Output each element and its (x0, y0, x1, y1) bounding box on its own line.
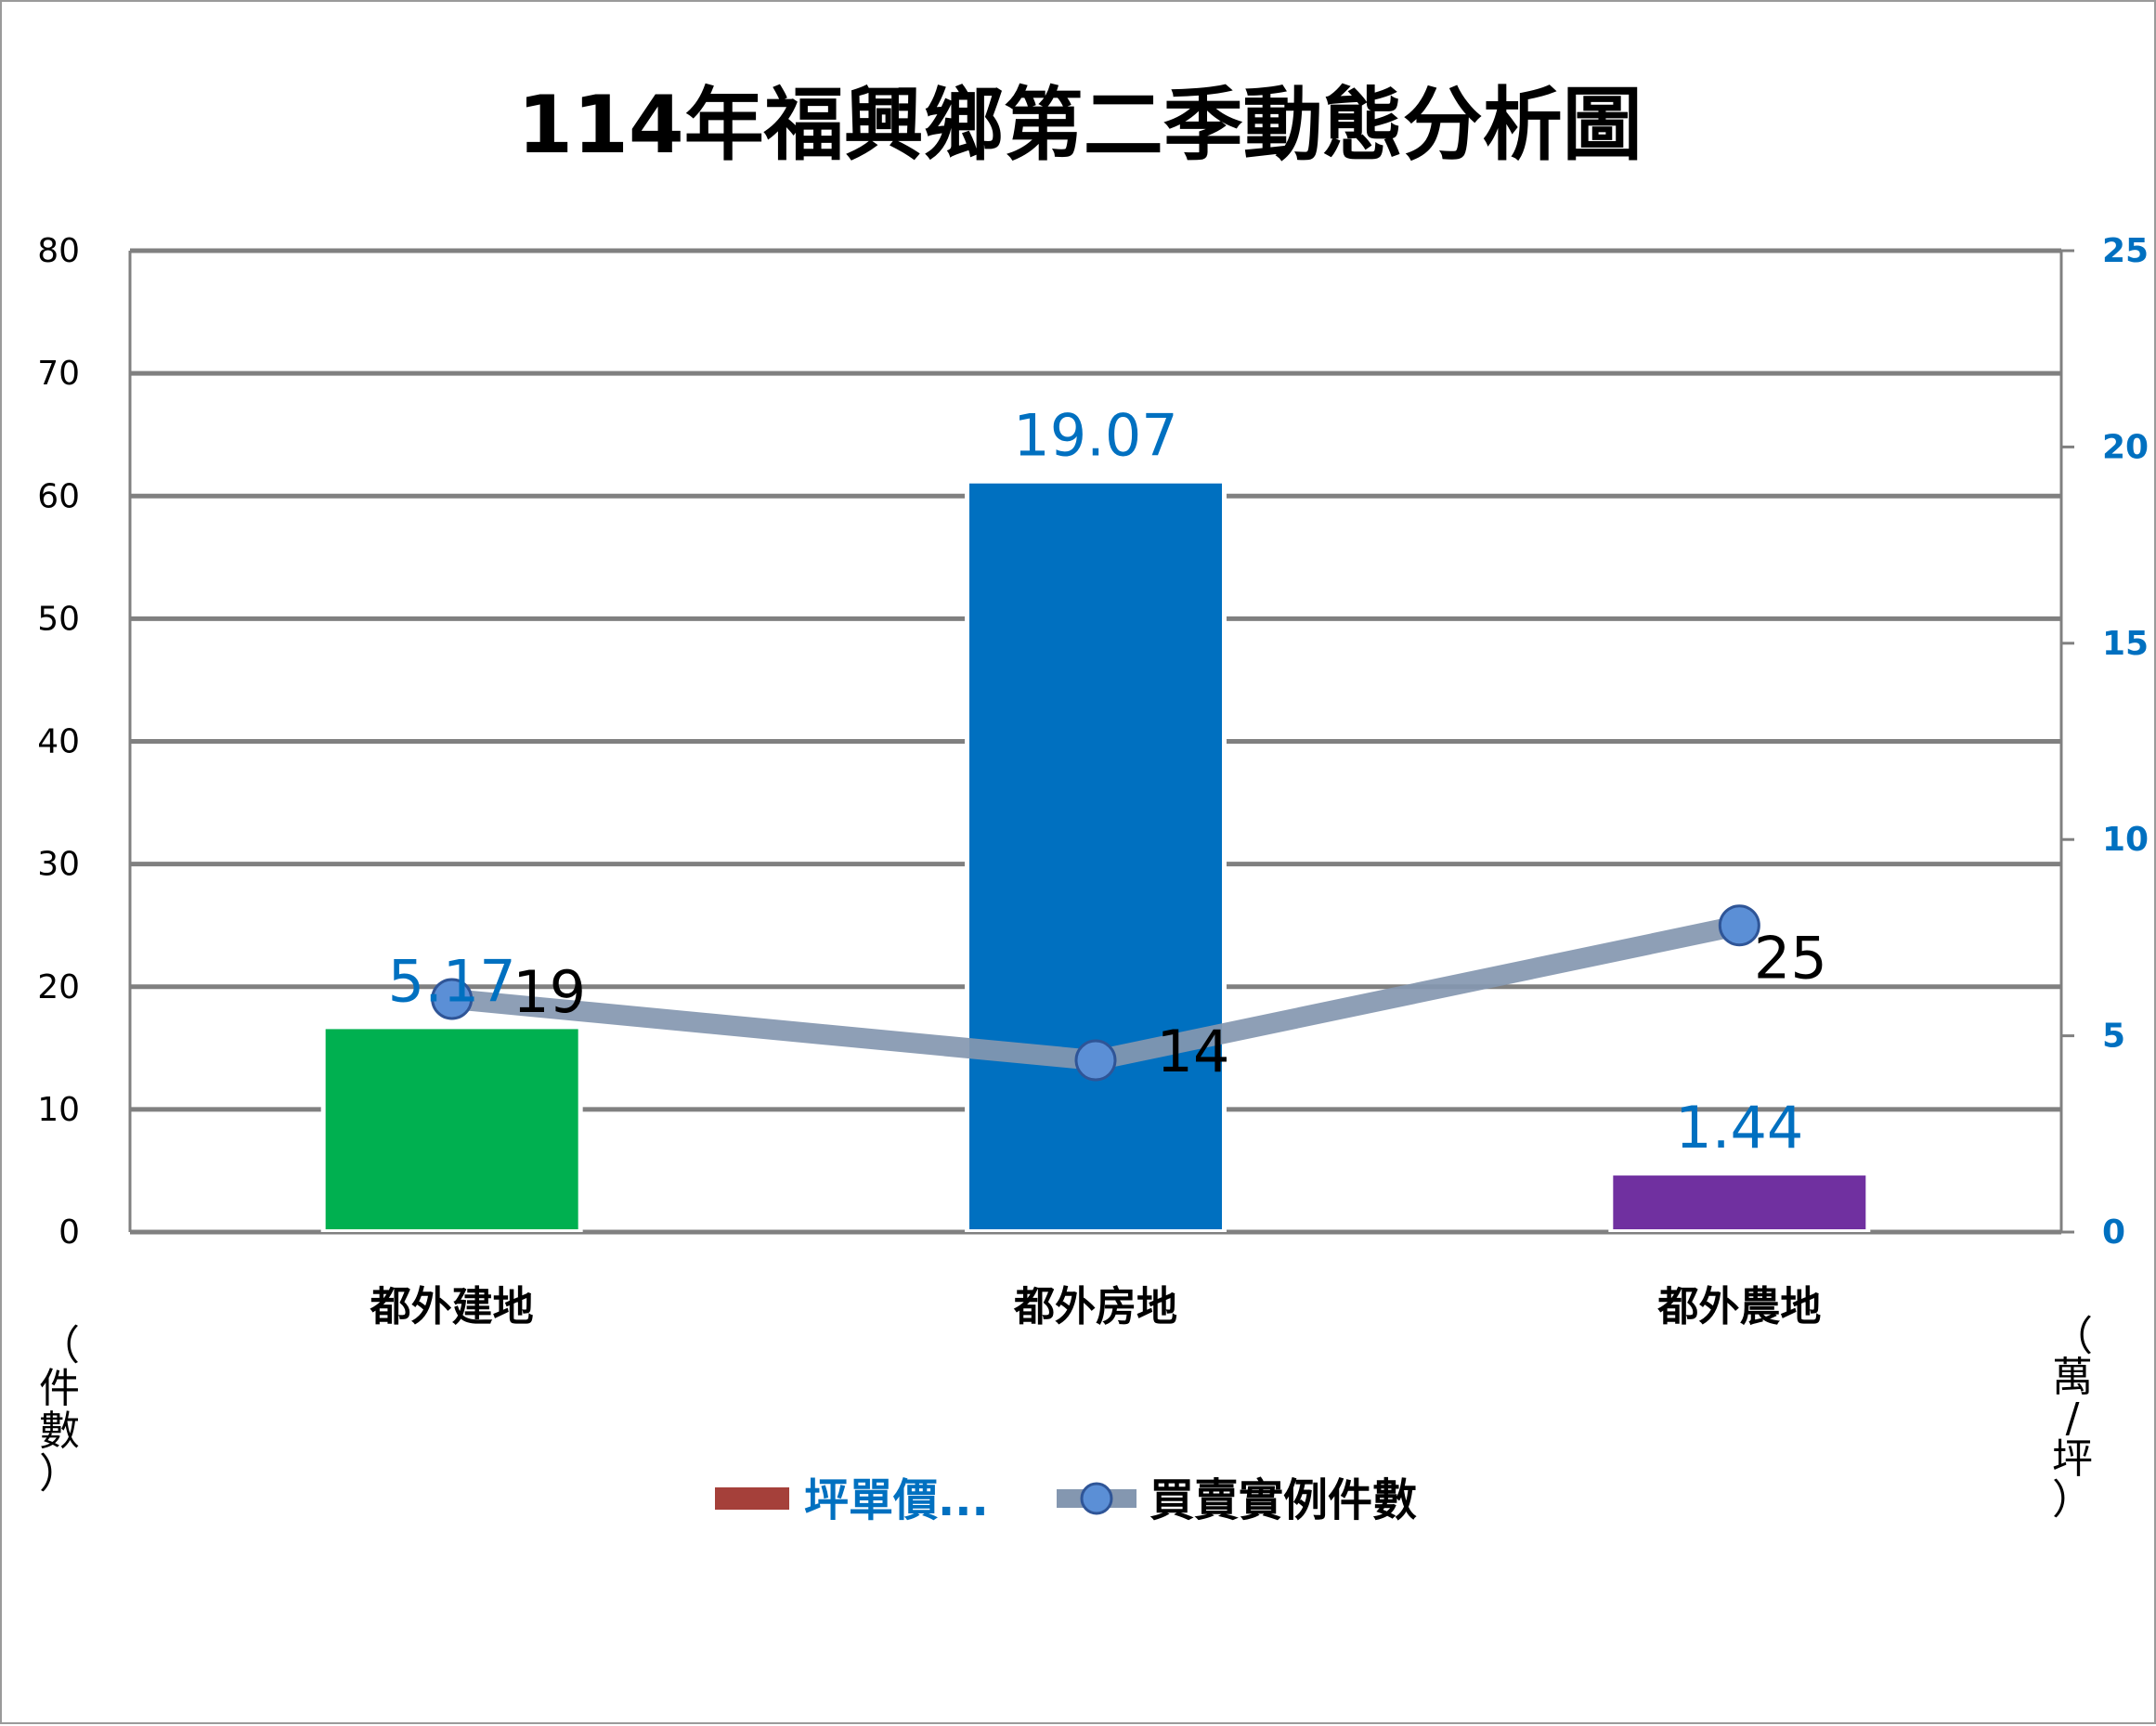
legend-swatch-bar (715, 1487, 789, 1510)
bar-value-label: 5.17 (388, 947, 516, 1015)
line-layer (431, 904, 1760, 1082)
right-axis-title-char: ） (2052, 1476, 2093, 1524)
line-value-label: 19 (513, 958, 586, 1026)
left-tick-label: 70 (37, 355, 80, 393)
chart-title: 114年福興鄉第二季動態分析圖 (517, 79, 1643, 172)
category-label: 都外房地 (1013, 1283, 1177, 1330)
left-tick-label: 20 (37, 968, 80, 1006)
line-marker (1718, 904, 1760, 947)
right-tick-label: 15 (2102, 625, 2149, 663)
label-layer: 5.17 19.07 1.44 19 14 25 都外建地 都外房地 都外農地 (370, 402, 1827, 1330)
right-tick-label: 20 (2102, 428, 2149, 466)
bar (1613, 1175, 1866, 1229)
right-tick-label: 5 (2102, 1018, 2125, 1056)
line-value-label: 25 (1754, 925, 1827, 993)
bar-value-label: 1.44 (1675, 1094, 1803, 1161)
left-tick-label: 30 (37, 846, 80, 884)
legend-swatch-marker (1080, 1482, 1113, 1515)
line-marker (431, 978, 474, 1020)
legend-layer: 坪單價... 買賣實例件數 (715, 1474, 1417, 1526)
left-tick-label: 80 (37, 232, 80, 270)
bar (969, 483, 1222, 1229)
line-value-label: 14 (1157, 1018, 1230, 1085)
category-label: 都外建地 (370, 1283, 534, 1330)
right-tick-label: 0 (2102, 1213, 2125, 1252)
left-tick-label: 50 (37, 600, 80, 638)
left-tick-label: 40 (37, 723, 80, 761)
legend-label-bar: 坪單價... (804, 1474, 989, 1526)
left-axis-title-char: 數 (39, 1408, 80, 1455)
right-axis-title-char: 萬 (2052, 1354, 2093, 1401)
right-axis-title-char: 坪 (2052, 1435, 2093, 1483)
bar-layer (320, 478, 1871, 1232)
bar (325, 1029, 578, 1229)
left-tick-label: 60 (37, 477, 80, 515)
left-axis-title-char: （ (39, 1322, 80, 1369)
left-axis-title-char: 件 (39, 1365, 80, 1412)
left-axis-title-char: ） (39, 1450, 80, 1498)
line-marker (1074, 1039, 1117, 1082)
bar-value-label: 19.07 (1013, 402, 1178, 470)
category-label: 都外農地 (1656, 1283, 1821, 1330)
right-axis-title-char: （ (2052, 1313, 2093, 1360)
right-tick-label: 10 (2102, 821, 2149, 859)
right-tick-label: 25 (2102, 232, 2149, 270)
left-tick-label: 10 (37, 1091, 80, 1129)
legend-label-line: 買賣實例件數 (1149, 1474, 1417, 1526)
left-tick-label: 0 (58, 1213, 80, 1252)
right-axis-title-char: / (2066, 1395, 2080, 1442)
